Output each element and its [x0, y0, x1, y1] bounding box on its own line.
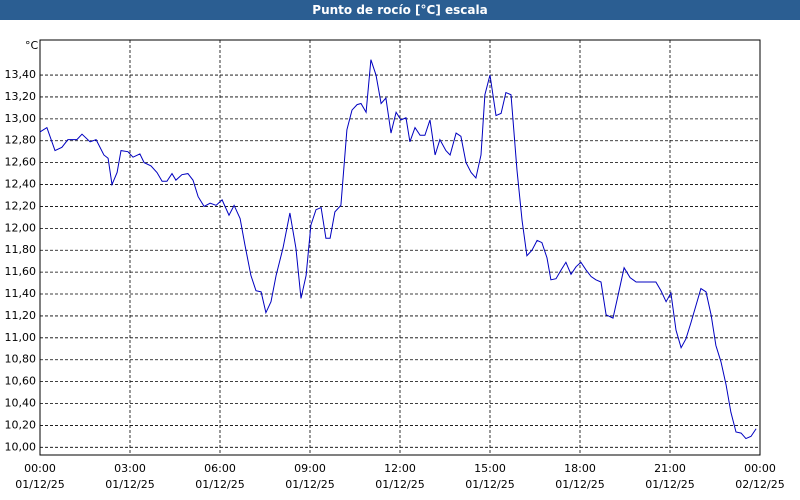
data-line [39, 59, 757, 440]
chart-title: Punto de rocío [°C] escala [0, 0, 800, 20]
y-axis-label: °C [25, 39, 39, 52]
y-tick-label: 10,40 [5, 397, 37, 410]
y-tick-label: 10,20 [5, 418, 37, 431]
y-tick-label: 12,60 [5, 156, 37, 169]
x-tick-label: 18:00 01/12/25 [555, 462, 605, 491]
x-tick-label: 09:00 01/12/25 [285, 462, 335, 491]
y-tick-label: 13,20 [5, 90, 37, 103]
y-tick-label: 11,20 [5, 309, 37, 322]
x-tick-label: 00:00 02/12/25 [735, 462, 785, 491]
y-tick-label: 10,00 [5, 440, 37, 453]
y-tick-label: 13,00 [5, 112, 37, 125]
y-tick-label: 11,40 [5, 287, 37, 300]
y-tick-label: 10,80 [5, 353, 37, 366]
y-tick-label: 11,80 [5, 243, 37, 256]
y-tick-label: 12,20 [5, 199, 37, 212]
x-tick-label: 00:00 01/12/25 [15, 462, 65, 491]
x-tick-label: 12:00 01/12/25 [375, 462, 425, 491]
y-tick-label: 13,40 [5, 68, 37, 81]
x-tick-label: 03:00 01/12/25 [105, 462, 155, 491]
y-tick-label: 12,00 [5, 221, 37, 234]
y-tick-label: 11,00 [5, 331, 37, 344]
plot-border [39, 39, 761, 456]
x-tick-label: 15:00 01/12/25 [465, 462, 515, 491]
y-tick-label: 10,60 [5, 375, 37, 388]
y-tick-label: 12,80 [5, 134, 37, 147]
y-tick-label: 12,40 [5, 178, 37, 191]
x-tick-label: 06:00 01/12/25 [195, 462, 245, 491]
y-tick-label: 11,60 [5, 265, 37, 278]
x-tick-label: 21:00 01/12/25 [645, 462, 695, 491]
